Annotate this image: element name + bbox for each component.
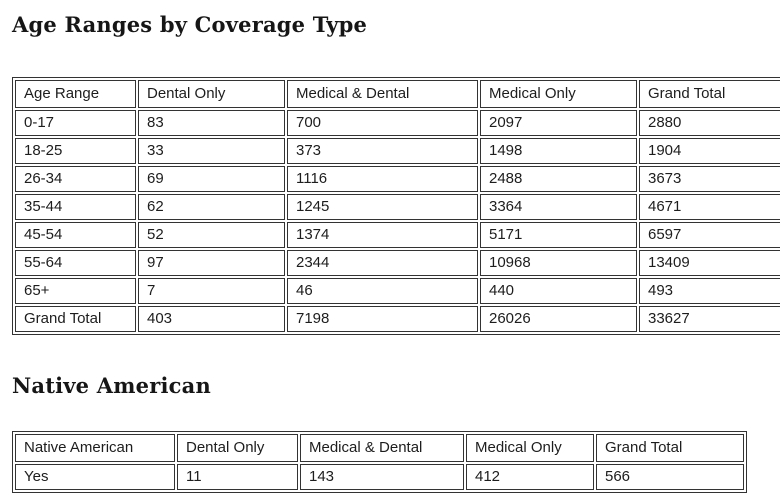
table-cell: 373: [287, 138, 478, 164]
table-cell: 1245: [287, 194, 478, 220]
table-cell: 4671: [639, 194, 780, 220]
table-cell: 493: [639, 278, 780, 304]
table-cell: 440: [480, 278, 637, 304]
table-cell: 1904: [639, 138, 780, 164]
table-cell: 52: [138, 222, 285, 248]
column-header: Grand Total: [639, 80, 780, 108]
section-title-age-ranges: Age Ranges by Coverage Type: [12, 12, 368, 37]
column-header: Dental Only: [138, 80, 285, 108]
table-cell: 3364: [480, 194, 637, 220]
table-row: Yes 11 143 412 566: [15, 464, 744, 490]
table-cell: 45-54: [15, 222, 136, 248]
table-cell: 83: [138, 110, 285, 136]
report-page: Age Ranges by Coverage Type Age Range Den…: [0, 12, 780, 495]
table-cell: 26026: [480, 306, 637, 332]
table-cell: 7198: [287, 306, 478, 332]
table-cell: 46: [287, 278, 478, 304]
column-header: Medical Only: [466, 434, 594, 462]
header-row: Age Range Dental Only Medical & Dental Medi…: [15, 80, 780, 108]
column-header: Grand Total: [596, 434, 744, 462]
table-cell: 35-44: [15, 194, 136, 220]
table-row: 45-54 52 1374 5171 6597: [15, 222, 780, 248]
table-cell: 55-64: [15, 250, 136, 276]
column-header: Medical Only: [480, 80, 637, 108]
table-cell: 2488: [480, 166, 637, 192]
column-header: Medical & Dental: [300, 434, 464, 462]
table-cell: 1498: [480, 138, 637, 164]
table-cell: Yes: [15, 464, 175, 490]
column-header: Age Range: [15, 80, 136, 108]
table-cell: 143: [300, 464, 464, 490]
table-cell: 13409: [639, 250, 780, 276]
table-cell: Grand Total: [15, 306, 136, 332]
table-row: 55-64 97 2344 10968 13409: [15, 250, 780, 276]
table-cell: 11: [177, 464, 298, 490]
table-cell: 10968: [480, 250, 637, 276]
section-title-native-american: Native American: [12, 373, 211, 398]
column-header: Dental Only: [177, 434, 298, 462]
table-cell: 1374: [287, 222, 478, 248]
table-cell: 403: [138, 306, 285, 332]
table-row: 65+ 7 46 440 493: [15, 278, 780, 304]
table-cell: 5171: [480, 222, 637, 248]
table-cell: 97: [138, 250, 285, 276]
column-header: Medical & Dental: [287, 80, 478, 108]
table-row: Grand Total 403 7198 26026 33627: [15, 306, 780, 332]
table-cell: 7: [138, 278, 285, 304]
table-row: 35-44 62 1245 3364 4671: [15, 194, 780, 220]
age-ranges-by-coverage-table: Age Range Dental Only Medical & Dental Medi…: [12, 77, 780, 335]
table-cell: 0-17: [15, 110, 136, 136]
table-cell: 6597: [639, 222, 780, 248]
table-cell: 18-25: [15, 138, 136, 164]
table-cell: 62: [138, 194, 285, 220]
table-cell: 700: [287, 110, 478, 136]
table-cell: 2344: [287, 250, 478, 276]
table-cell: 26-34: [15, 166, 136, 192]
table-cell: 65+: [15, 278, 136, 304]
table-cell: 2097: [480, 110, 637, 136]
table-cell: 33627: [639, 306, 780, 332]
table-cell: 1116: [287, 166, 478, 192]
table-row: 26-34 69 1116 2488 3673: [15, 166, 780, 192]
table-cell: 412: [466, 464, 594, 490]
table-cell: 2880: [639, 110, 780, 136]
table-row: 0-17 83 700 2097 2880: [15, 110, 780, 136]
column-header: Native American: [15, 434, 175, 462]
table-row: 18-25 33 373 1498 1904: [15, 138, 780, 164]
table-cell: 33: [138, 138, 285, 164]
table-cell: 3673: [639, 166, 780, 192]
table-cell: 69: [138, 166, 285, 192]
native-american-table: Native American Dental Only Medical & Dent…: [12, 431, 747, 493]
table-cell: 566: [596, 464, 744, 490]
header-row: Native American Dental Only Medical & Dent…: [15, 434, 744, 462]
